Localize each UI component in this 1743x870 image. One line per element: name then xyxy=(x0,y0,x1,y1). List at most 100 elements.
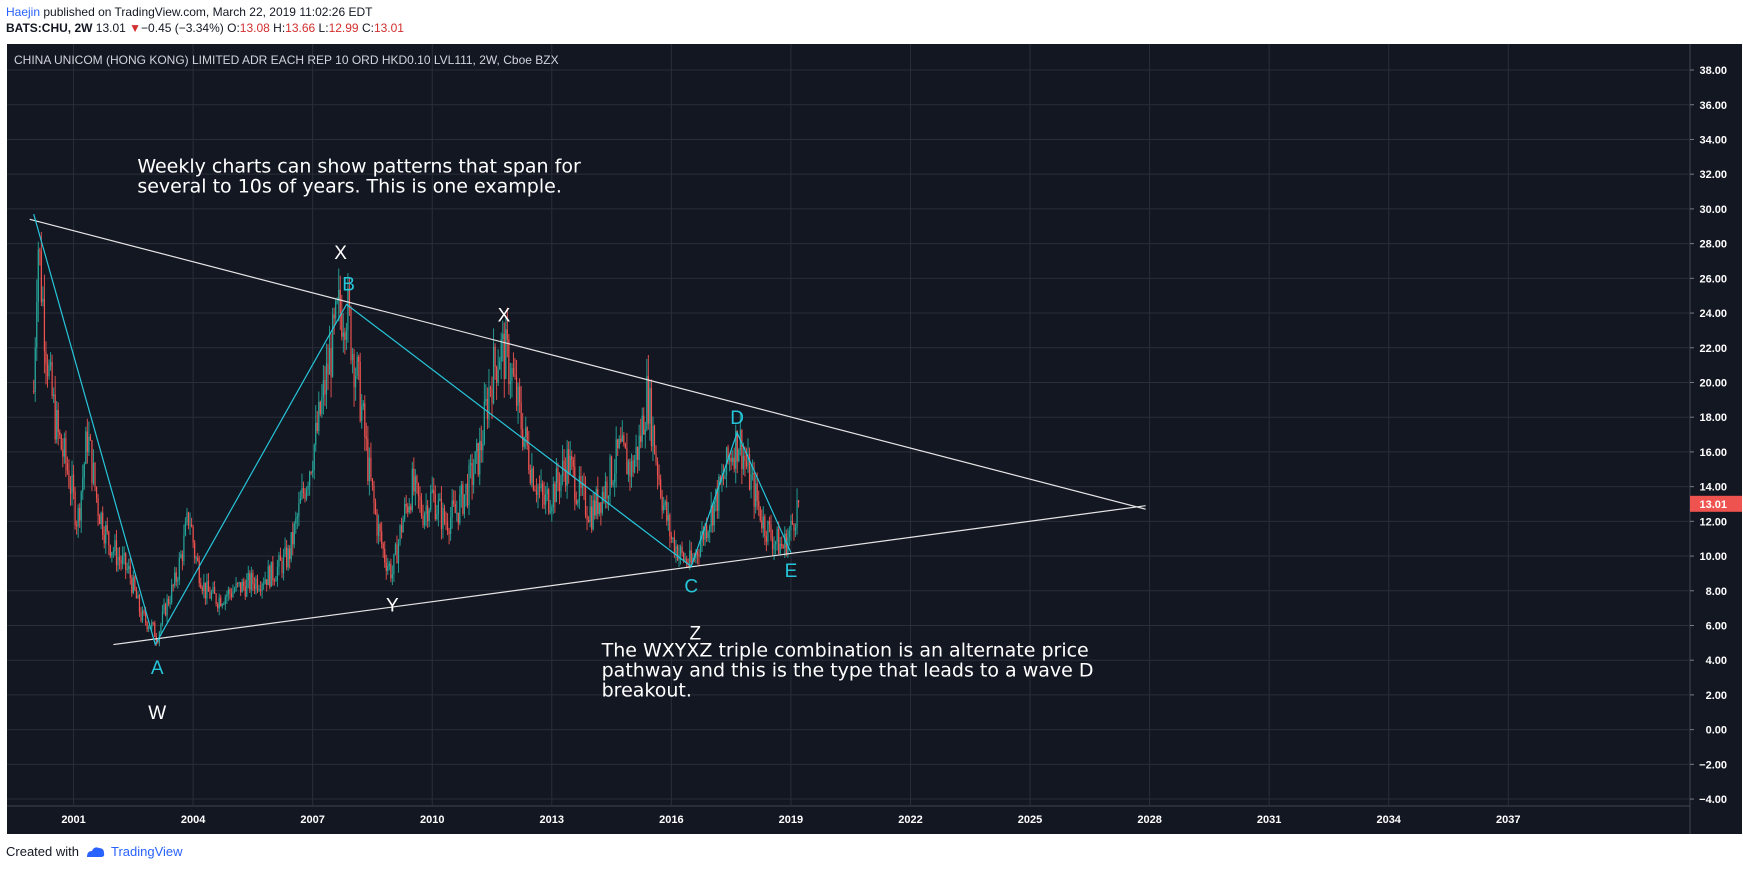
candle-body xyxy=(223,604,225,606)
candle-body xyxy=(148,627,150,630)
candle-body xyxy=(396,544,398,564)
last-price-tag-text: 13.01 xyxy=(1699,499,1727,511)
candle-body xyxy=(186,512,188,523)
price-tick-label: 26.00 xyxy=(1699,273,1727,285)
wave-label: W xyxy=(148,703,166,724)
candle-body xyxy=(272,561,274,581)
candle-body xyxy=(712,505,714,526)
candle-body xyxy=(33,391,35,393)
wave-labels: A B C D E W X X Y Z xyxy=(148,243,797,724)
candle-body xyxy=(367,438,369,482)
candle-body xyxy=(206,581,208,599)
candle-body xyxy=(535,490,538,495)
candle-body xyxy=(462,484,464,514)
candle-body xyxy=(637,446,639,460)
candle-body xyxy=(551,507,553,512)
candle-body xyxy=(549,511,551,513)
candle-body xyxy=(310,472,312,474)
candle-body xyxy=(368,457,370,482)
candle-body xyxy=(347,287,349,331)
tradingview-link[interactable]: TradingView xyxy=(111,844,183,859)
candle-body xyxy=(796,500,798,528)
candle-body xyxy=(69,487,72,494)
candle-body xyxy=(436,513,438,520)
time-tick-label: 2016 xyxy=(659,814,683,826)
price-tick-label: 28.00 xyxy=(1699,239,1727,251)
candle-body xyxy=(256,578,259,590)
change-value: −0.45 (−3.34%) xyxy=(141,21,224,35)
candle-body xyxy=(108,531,110,546)
trendlines[interactable] xyxy=(29,218,1146,646)
candle-body xyxy=(146,621,148,630)
candle-body xyxy=(218,597,220,609)
candle-body xyxy=(117,556,119,566)
candle-body xyxy=(413,468,415,492)
candle-body xyxy=(797,500,800,503)
candle-body xyxy=(428,509,430,522)
candle-body xyxy=(244,586,246,597)
candle-body xyxy=(445,522,447,524)
candle-body xyxy=(641,415,643,442)
candle-body xyxy=(356,356,358,377)
candle-body xyxy=(666,501,668,521)
last-price: 13.01 xyxy=(95,21,126,35)
candle-body xyxy=(207,581,210,592)
candle-body xyxy=(454,503,456,513)
wave-lines[interactable] xyxy=(33,213,792,647)
wave-label: X xyxy=(334,243,347,264)
candle-body xyxy=(250,573,252,590)
candle-body xyxy=(581,483,584,488)
candle-body xyxy=(215,593,217,605)
candle-body xyxy=(699,542,702,557)
candle-body xyxy=(267,566,269,586)
candle-body xyxy=(526,427,528,446)
candle-body xyxy=(525,427,527,437)
candle-body xyxy=(164,604,167,616)
candle-body xyxy=(617,439,619,448)
candle-body xyxy=(217,604,219,609)
candle-body xyxy=(531,468,533,484)
candle-body xyxy=(471,463,473,486)
candle-body xyxy=(36,301,38,348)
candle-body xyxy=(212,586,214,593)
candle-body xyxy=(563,460,565,470)
candle-body xyxy=(210,592,213,599)
candle-body xyxy=(494,346,496,367)
candle-body xyxy=(450,517,452,535)
candle-body xyxy=(540,483,542,489)
candle-body xyxy=(351,353,354,361)
candle-body xyxy=(370,457,372,479)
candle-body xyxy=(508,339,510,385)
candle-body xyxy=(318,401,320,431)
price-tick-label: 30.00 xyxy=(1699,204,1727,216)
candle-body xyxy=(434,493,436,520)
price-tick-label: 8.00 xyxy=(1706,586,1727,598)
candle-body xyxy=(600,502,602,513)
candle-body xyxy=(281,560,283,574)
candle-body xyxy=(109,545,111,557)
candle-body xyxy=(169,602,171,604)
candle-body xyxy=(640,435,642,442)
author-link[interactable]: Haejin xyxy=(6,5,41,19)
candle-body xyxy=(227,589,229,595)
candle-body xyxy=(195,557,197,559)
candle-body xyxy=(172,584,174,586)
candle-body xyxy=(80,491,82,521)
time-tick-label: 2031 xyxy=(1257,814,1281,826)
candle-body xyxy=(633,459,636,473)
candle-body xyxy=(408,506,410,513)
price-tick-label: 22.00 xyxy=(1699,343,1727,355)
footer: Created with TradingView xyxy=(6,844,183,859)
candle-body xyxy=(722,476,725,480)
high-label: H: xyxy=(273,21,286,35)
candle-body xyxy=(132,576,134,593)
candle-body xyxy=(557,468,559,483)
candle-body xyxy=(115,540,118,566)
candle-body xyxy=(459,494,461,524)
candle-body xyxy=(420,500,423,516)
candle-body xyxy=(589,506,591,522)
candle-body xyxy=(292,532,294,545)
candle-body xyxy=(201,588,203,591)
candle-body xyxy=(160,624,162,633)
